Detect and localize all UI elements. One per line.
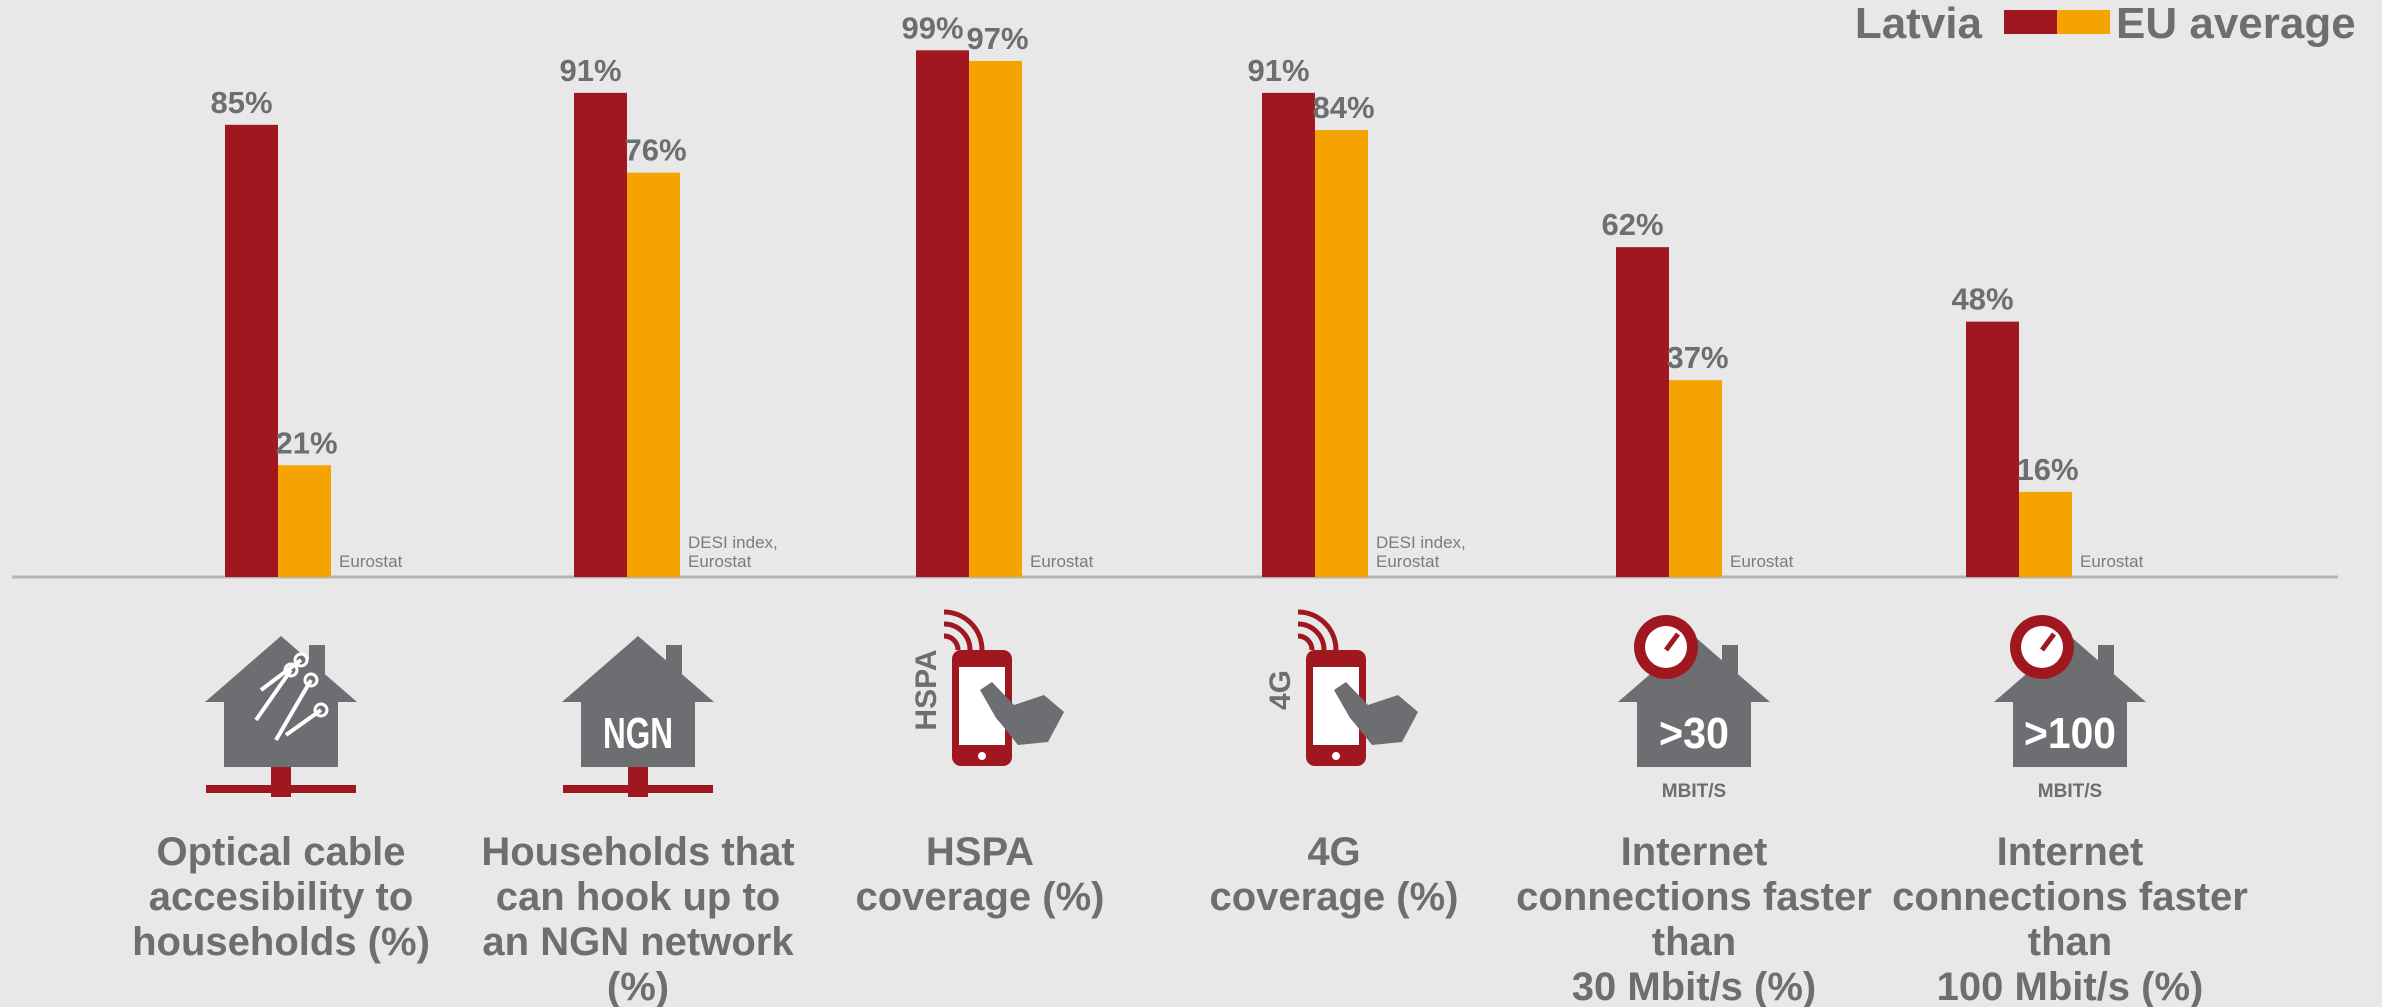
icon-shape: [1334, 682, 1418, 745]
category-label: Optical cable accesibility to households…: [132, 830, 430, 964]
value-label: 84%: [1312, 90, 1374, 125]
icon-shape: [274, 678, 313, 742]
icon: >30 MBIT/S: [1618, 615, 1770, 802]
bar: [1966, 321, 2019, 577]
icon-shape: [1664, 632, 1680, 652]
value-label: 21%: [275, 425, 337, 460]
icon-shape: [563, 785, 713, 793]
icon: [205, 636, 357, 797]
icon-shape: [1994, 636, 2146, 767]
bar: [969, 60, 1022, 577]
icon: NGN: [562, 636, 714, 797]
legend-label: Latvia: [1855, 0, 1983, 48]
value-label: 85%: [210, 85, 272, 120]
category-label: HSPA coverage (%): [855, 830, 1105, 919]
value-label: 76%: [624, 133, 686, 168]
bar: [225, 124, 278, 578]
value-label: 99%: [901, 10, 963, 45]
category-label: Households that can hook up to an NGN ne…: [481, 830, 795, 1007]
icon-shape: [254, 668, 293, 722]
icon-text: HSPA: [910, 649, 943, 730]
icon-shape: [1722, 645, 1738, 679]
bar: [2019, 491, 2072, 577]
bar: [574, 92, 627, 577]
icon-text: >100: [2024, 709, 2116, 758]
icon-text: 4G: [1264, 670, 1297, 710]
bar: [1669, 380, 1722, 577]
value-label: 91%: [1247, 53, 1309, 88]
legend-swatch: [2004, 10, 2057, 34]
legend-label: EU average: [2116, 0, 2356, 48]
source-note: Eurostat: [2080, 552, 2144, 571]
bar: [1616, 247, 1669, 577]
source-note: Eurostat: [339, 552, 403, 571]
icon-shape: [2098, 645, 2114, 679]
icon-shape: [309, 645, 325, 679]
icon: >100 MBIT/S: [1994, 615, 2146, 802]
icon: HSPA: [910, 609, 1064, 766]
source-note: Eurostat: [1030, 552, 1094, 571]
bar: [627, 172, 680, 577]
icon-shape: [2040, 632, 2056, 652]
icon-shape: [943, 621, 973, 651]
icon-shape: [562, 636, 714, 767]
value-label: 16%: [2016, 452, 2078, 487]
icon: 4G: [1264, 609, 1418, 766]
bar: [278, 465, 331, 577]
bar: [916, 50, 969, 577]
legend: Latvia EU average: [1855, 0, 2356, 48]
icon-shape: [1297, 609, 1339, 651]
icon-shape: [1332, 752, 1340, 760]
legend-swatch: [2057, 10, 2110, 34]
bar: [1262, 92, 1315, 577]
icon-shape: [1618, 636, 1770, 767]
icon-shape: [293, 652, 309, 668]
value-label: 48%: [1951, 282, 2013, 317]
value-label: 97%: [966, 21, 1028, 56]
icon-shape: [206, 785, 356, 793]
icon-shape: [1297, 633, 1315, 651]
icon-text: NGN: [603, 709, 673, 758]
value-label: 62%: [1601, 207, 1663, 242]
icon-shape: [980, 682, 1064, 745]
icon-shape: [943, 609, 985, 651]
icon-shape: [283, 662, 299, 678]
source-note: Eurostat: [1730, 552, 1794, 571]
category-label: 4G coverage (%): [1209, 830, 1459, 919]
value-label: 37%: [1666, 340, 1728, 375]
category-label: Internet connections faster than 30 Mbit…: [1516, 830, 1872, 1007]
icon-shape: [943, 633, 961, 651]
value-label: 91%: [559, 53, 621, 88]
icon-shape: [313, 702, 329, 718]
icon-shape: [1297, 621, 1327, 651]
category-label: Internet connections faster than 100 Mbi…: [1892, 830, 2248, 1007]
bar: [1315, 130, 1368, 577]
icon-shape: [978, 752, 986, 760]
icon-shape: [666, 645, 682, 679]
icon-shape: [205, 636, 357, 767]
icon-subtext: MBIT/S: [1662, 781, 1726, 802]
source-note: DESI index, Eurostat: [1376, 533, 1466, 571]
icon-subtext: MBIT/S: [2038, 781, 2102, 802]
icon-text: >30: [1659, 709, 1729, 758]
source-note: DESI index, Eurostat: [688, 533, 778, 571]
icon-shape: [303, 672, 319, 688]
